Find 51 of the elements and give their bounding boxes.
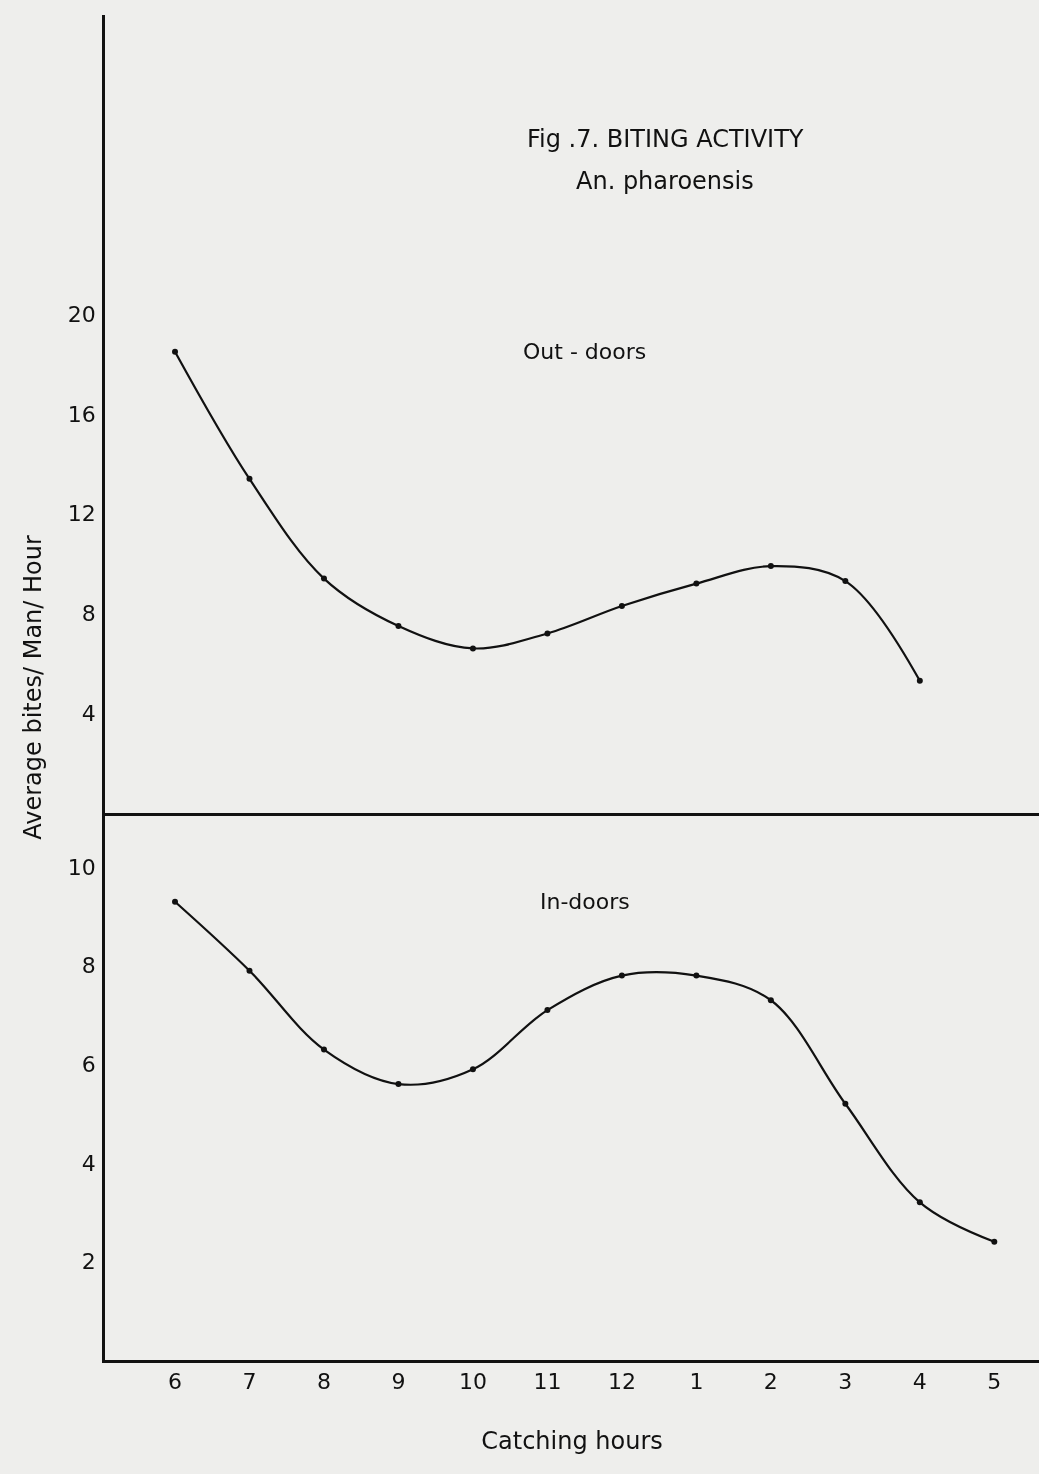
y-tick-label: 4 xyxy=(81,700,96,726)
point xyxy=(469,1066,476,1073)
y-tick-label: 6 xyxy=(81,1052,96,1078)
point xyxy=(618,972,625,979)
x-tick-label: 1 xyxy=(689,1369,704,1395)
point xyxy=(320,1046,327,1053)
x-tick-label: 8 xyxy=(316,1369,331,1395)
x-tick-label: 11 xyxy=(533,1369,562,1395)
y-tick-label: 20 xyxy=(67,301,96,327)
x-tick-label: 10 xyxy=(458,1369,487,1395)
y-tick-label: 16 xyxy=(67,401,96,427)
point xyxy=(618,603,625,610)
point xyxy=(693,972,700,979)
point xyxy=(991,1238,998,1245)
point xyxy=(469,645,476,652)
point xyxy=(395,1081,402,1088)
x-axis-title: Catching hours xyxy=(481,1427,663,1456)
y-tick-label: 10 xyxy=(67,854,96,880)
point xyxy=(172,348,179,355)
text: Out - doors xyxy=(523,339,647,364)
x-tick-label: 12 xyxy=(607,1369,636,1395)
x-tick-label: 3 xyxy=(838,1369,853,1395)
point xyxy=(693,580,700,587)
x-tick-label: 9 xyxy=(391,1369,406,1395)
point xyxy=(842,1100,849,1107)
text: An. pharoensis xyxy=(576,167,754,195)
point xyxy=(395,622,402,629)
point xyxy=(544,630,551,637)
point xyxy=(544,1007,551,1014)
x-tick-label: 4 xyxy=(912,1369,927,1395)
point xyxy=(916,1199,923,1206)
point xyxy=(767,997,774,1004)
text: Fig .7. BITING ACTIVITY xyxy=(527,125,804,153)
point xyxy=(320,575,327,582)
y-axis-title: Average bites/ Man/ Hour xyxy=(18,535,47,840)
point xyxy=(767,563,774,570)
y-tick-label: 8 xyxy=(81,953,96,979)
point xyxy=(842,578,849,585)
x-tick-label: 6 xyxy=(168,1369,183,1395)
point xyxy=(246,967,253,974)
y-tick-label: 2 xyxy=(81,1249,96,1275)
point xyxy=(916,677,923,684)
text: In-doors xyxy=(540,889,630,914)
y-tick-label: 8 xyxy=(81,601,96,627)
x-tick-label: 2 xyxy=(763,1369,778,1395)
y-tick-label: 12 xyxy=(67,501,96,527)
y-tick-label: 4 xyxy=(81,1150,96,1176)
x-tick-label: 5 xyxy=(987,1369,1002,1395)
x-tick-label: 7 xyxy=(242,1369,257,1395)
point xyxy=(172,898,179,905)
point xyxy=(246,475,253,482)
